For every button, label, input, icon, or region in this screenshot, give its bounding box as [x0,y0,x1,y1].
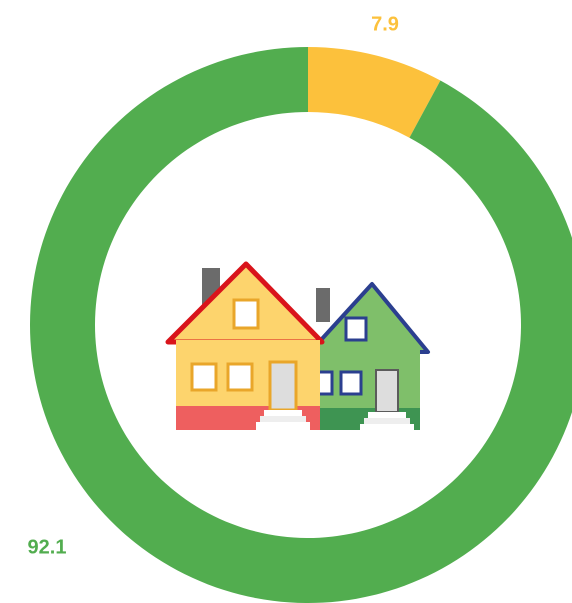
house-icon [165,261,430,430]
value-label: 7.9 [371,13,399,35]
donut [30,47,572,603]
value-label: 92.1 [28,536,67,558]
donut-slice [308,47,441,138]
